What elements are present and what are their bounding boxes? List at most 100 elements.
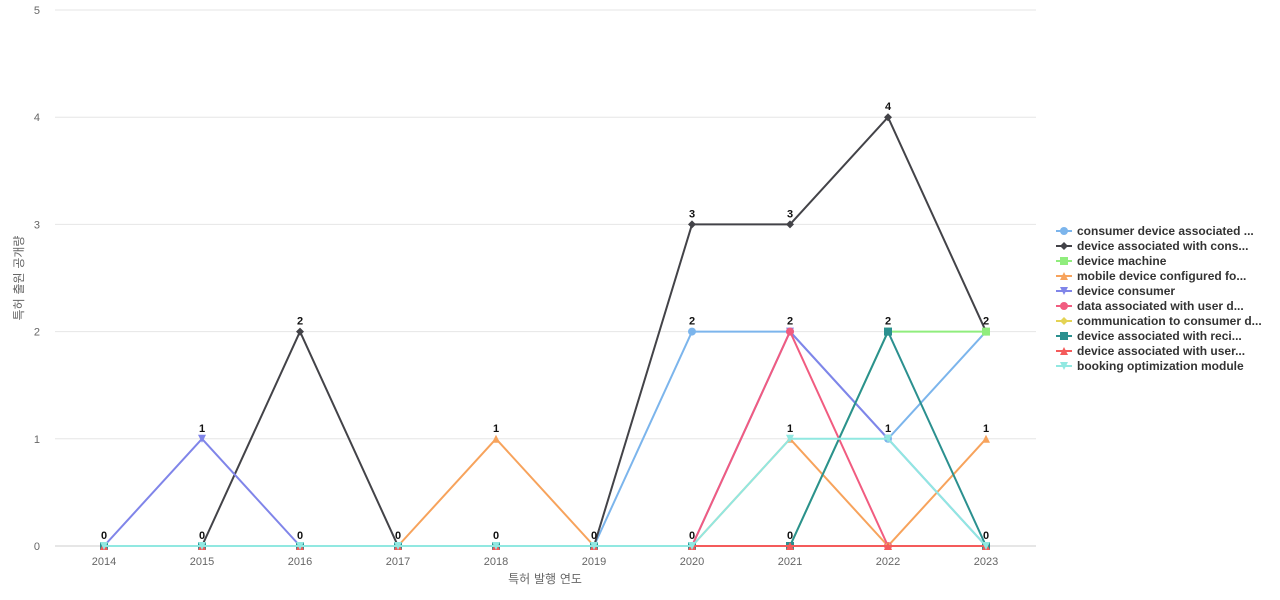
y-axis-title: 특허 출원 공개량 [12, 236, 26, 321]
series-10 [100, 434, 990, 550]
legend-marker [1060, 286, 1068, 295]
legend-marker [1060, 361, 1068, 370]
data-point[interactable] [296, 327, 304, 336]
x-tick-label: 2018 [484, 556, 508, 568]
y-tick-label: 0 [34, 541, 40, 553]
y-tick-label: 3 [34, 219, 40, 231]
legend-item-4[interactable]: mobile device configured fo... [1056, 268, 1262, 283]
data-label: 0 [493, 530, 499, 542]
data-point[interactable] [296, 542, 304, 550]
data-point[interactable] [492, 542, 500, 550]
data-label: 2 [689, 316, 695, 328]
data-point[interactable] [884, 542, 892, 550]
data-point[interactable] [884, 113, 892, 122]
x-tick-label: 2016 [288, 556, 312, 568]
legend-label: device machine [1077, 253, 1167, 268]
legend-item-1[interactable]: consumer device associated ... [1056, 223, 1262, 238]
data-label: 2 [885, 316, 891, 328]
legend-item-9[interactable]: device associated with user... [1056, 343, 1262, 358]
data-label: 0 [983, 530, 989, 542]
data-point[interactable] [982, 434, 990, 443]
legend-item-8[interactable]: device associated with reci... [1056, 328, 1262, 343]
legend-item-3[interactable]: device machine [1056, 253, 1262, 268]
data-label: 0 [689, 530, 695, 542]
x-tick-label: 2023 [974, 556, 998, 568]
data-point[interactable] [688, 542, 696, 550]
x-tick-label: 2019 [582, 556, 606, 568]
legend-label: data associated with user d... [1077, 298, 1244, 313]
data-point[interactable] [786, 542, 794, 550]
legend-label: consumer device associated ... [1077, 223, 1254, 238]
legend-marker [1060, 316, 1068, 325]
x-tick-label: 2021 [778, 556, 802, 568]
legend-label: device associated with user... [1077, 343, 1246, 358]
legend: consumer device associated ... device ass… [1056, 223, 1262, 373]
data-label: 1 [787, 423, 793, 435]
y-tick-label: 5 [34, 5, 40, 17]
data-point[interactable] [786, 220, 794, 229]
data-point[interactable] [198, 434, 206, 443]
legend-swatch [1056, 256, 1072, 265]
series-line[interactable] [104, 437, 987, 547]
data-point[interactable] [982, 327, 990, 336]
legend-item-10[interactable]: booking optimization module [1056, 358, 1262, 373]
legend-item-2[interactable]: device associated with cons... [1056, 238, 1262, 253]
legend-swatch [1056, 301, 1072, 310]
legend-swatch [1056, 346, 1072, 355]
data-point[interactable] [394, 542, 402, 550]
data-point[interactable] [786, 327, 794, 336]
data-label: 2 [787, 316, 793, 328]
legend-item-6[interactable]: data associated with user d... [1056, 298, 1262, 313]
x-tick-label: 2014 [92, 556, 116, 568]
legend-item-7[interactable]: communication to consumer d... [1056, 313, 1262, 328]
x-tick-label: 2017 [386, 556, 410, 568]
data-point[interactable] [198, 542, 206, 550]
legend-label: communication to consumer d... [1077, 313, 1262, 328]
data-point[interactable] [688, 220, 696, 229]
data-label: 3 [689, 208, 695, 220]
series-line[interactable] [104, 437, 987, 547]
series-4 [100, 434, 990, 550]
data-label: 0 [395, 530, 401, 542]
legend-swatch [1056, 331, 1072, 340]
data-point[interactable] [884, 327, 892, 336]
y-tick-label: 2 [34, 327, 40, 339]
legend-marker [1060, 256, 1068, 265]
legend-marker [1060, 331, 1068, 340]
data-label: 1 [885, 423, 891, 435]
legend-swatch [1056, 241, 1072, 250]
x-tick-label: 2020 [680, 556, 704, 568]
data-point[interactable] [786, 434, 794, 443]
data-point[interactable] [688, 327, 696, 336]
legend-label: device associated with reci... [1077, 328, 1242, 343]
legend-item-5[interactable]: device consumer [1056, 283, 1262, 298]
legend-marker [1060, 346, 1068, 355]
data-label: 4 [885, 101, 892, 113]
x-axis-title: 특허 발행 연도 [508, 571, 582, 586]
data-label: 1 [983, 423, 989, 435]
legend-label: device associated with cons... [1077, 238, 1249, 253]
legend-marker [1060, 226, 1068, 235]
legend-label: booking optimization module [1077, 358, 1244, 373]
legend-swatch [1056, 361, 1072, 370]
data-label: 2 [983, 316, 989, 328]
legend-swatch [1056, 286, 1072, 295]
legend-marker [1060, 241, 1068, 250]
y-axis-ticks: 0 1 2 3 4 5 [34, 5, 40, 553]
y-tick-label: 1 [34, 434, 40, 446]
legend-label: mobile device configured fo... [1077, 268, 1247, 283]
data-labels: 0 1 0 2 0 0 1 0 0 3 2 0 3 2 1 0 4 2 1 2 1 0 [101, 101, 989, 542]
series-layer [100, 113, 990, 550]
data-point[interactable] [492, 434, 500, 443]
x-axis-ticks: 2014 2015 2016 2017 2018 2019 2020 2021 2022 2023 [92, 556, 998, 568]
data-point[interactable] [982, 542, 990, 550]
legend-swatch [1056, 226, 1072, 235]
data-label: 2 [297, 316, 303, 328]
data-label: 0 [101, 530, 107, 542]
data-point[interactable] [100, 542, 108, 550]
data-point[interactable] [884, 434, 892, 443]
data-label: 0 [297, 530, 303, 542]
data-label: 0 [591, 530, 597, 542]
legend-swatch [1056, 316, 1072, 325]
data-point[interactable] [590, 542, 598, 550]
